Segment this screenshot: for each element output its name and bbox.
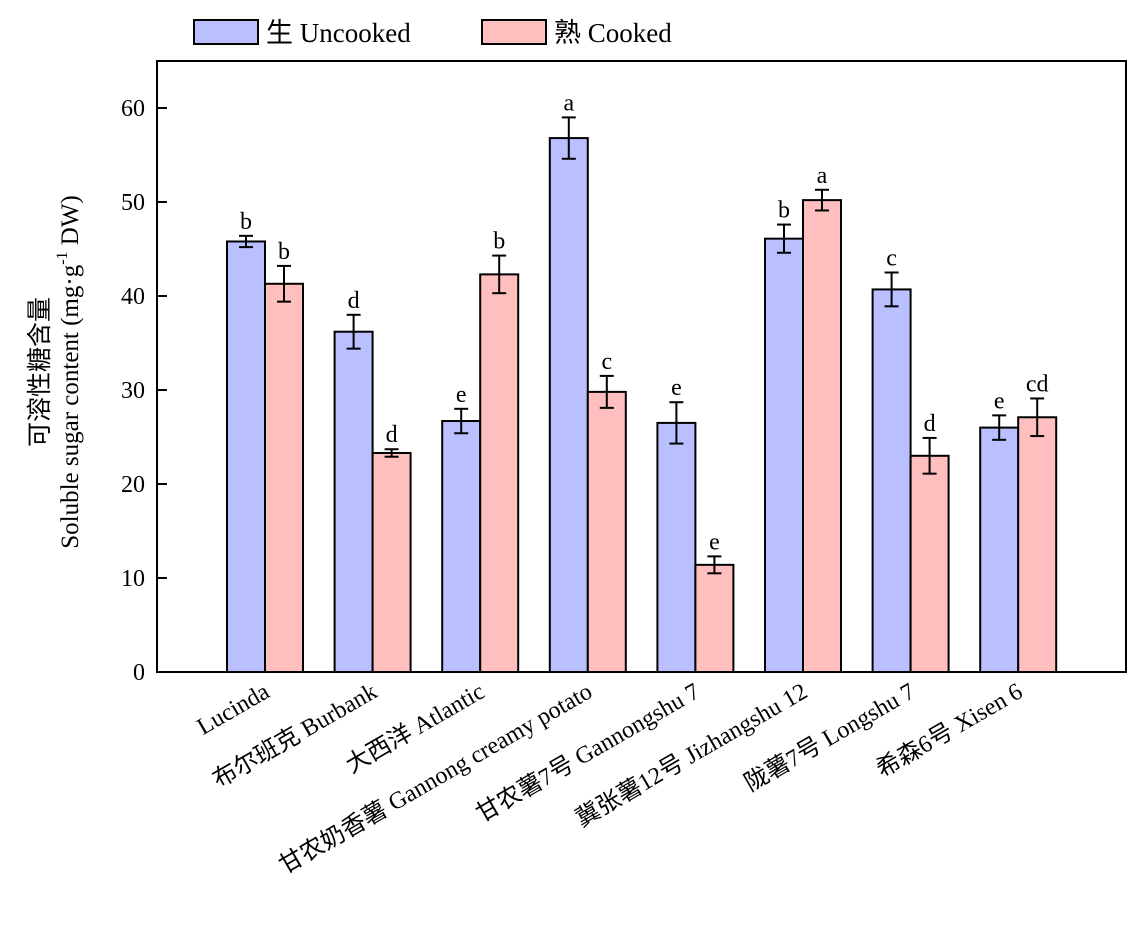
y-axis: 0 10 20 30 40 50 60 <box>121 96 167 686</box>
bar-uncooked <box>441 420 482 673</box>
significance-label: d <box>924 411 936 437</box>
bar-uncooked <box>226 240 266 673</box>
bar-cooked <box>586 390 627 673</box>
bar-cooked <box>1017 416 1058 674</box>
bar-uncooked <box>979 426 1020 673</box>
y-tick-label: 10 <box>121 566 145 592</box>
y-tick-label: 30 <box>121 378 145 404</box>
bar-uncooked <box>333 330 374 673</box>
bar-cooked <box>479 273 520 673</box>
significance-label: a <box>563 90 574 116</box>
significance-label: c <box>886 246 897 272</box>
y-tick-label: 40 <box>121 284 145 310</box>
significance-label: e <box>456 382 467 408</box>
significance-label: e <box>994 388 1005 414</box>
y-axis-title-superscript: -1 <box>54 251 71 264</box>
legend-swatch <box>481 19 547 45</box>
y-axis-title: 可溶性糖含量 <box>26 297 54 447</box>
y-tick-label: 50 <box>121 190 145 216</box>
y-tick-label: 60 <box>121 96 145 122</box>
significance-label: c <box>601 349 612 375</box>
significance-label: cd <box>1026 371 1049 397</box>
plot-frame <box>156 60 1127 673</box>
significance-label: b <box>240 209 252 235</box>
bar-cooked <box>909 454 950 673</box>
y-axis-title-en-main: Soluble sugar content (mg·g <box>57 264 84 548</box>
y-tick-label: 0 <box>133 660 145 686</box>
bar-cooked <box>694 563 735 674</box>
significance-label: b <box>278 239 290 265</box>
legend-label: 熟 Cooked <box>554 18 672 48</box>
bar-cooked <box>264 282 304 673</box>
x-tick-label: Lucinda <box>193 679 274 741</box>
x-tick-label: 陇薯7号 Longshu 7 <box>740 678 920 797</box>
legend-swatch <box>193 19 259 45</box>
bar-uncooked <box>656 421 697 673</box>
bar-cooked <box>802 199 842 673</box>
bar-uncooked <box>871 288 912 673</box>
bar-cooked <box>371 451 412 674</box>
significance-label: a <box>817 163 828 189</box>
y-axis-title-cn: 可溶性糖含量 <box>26 297 54 447</box>
significance-label: e <box>671 375 682 401</box>
legend-label: 生 Uncooked <box>266 18 411 48</box>
bar-uncooked <box>764 237 804 673</box>
significance-label: b <box>778 198 790 224</box>
legend: 生 Uncooked 熟 Cooked <box>193 18 672 48</box>
y-axis-title-unit: DW) <box>57 195 84 251</box>
y-axis-title-en: Soluble sugar content (mg·g-1 DW) <box>54 195 84 549</box>
significance-label: e <box>709 529 720 555</box>
bar-uncooked <box>548 137 589 673</box>
significance-label: d <box>348 288 360 314</box>
significance-label: d <box>386 422 398 448</box>
y-tick-label: 20 <box>121 472 145 498</box>
significance-label: b <box>493 229 505 255</box>
y-axis-title-en-group: Soluble sugar content (mg·g-1 DW) <box>54 195 84 549</box>
